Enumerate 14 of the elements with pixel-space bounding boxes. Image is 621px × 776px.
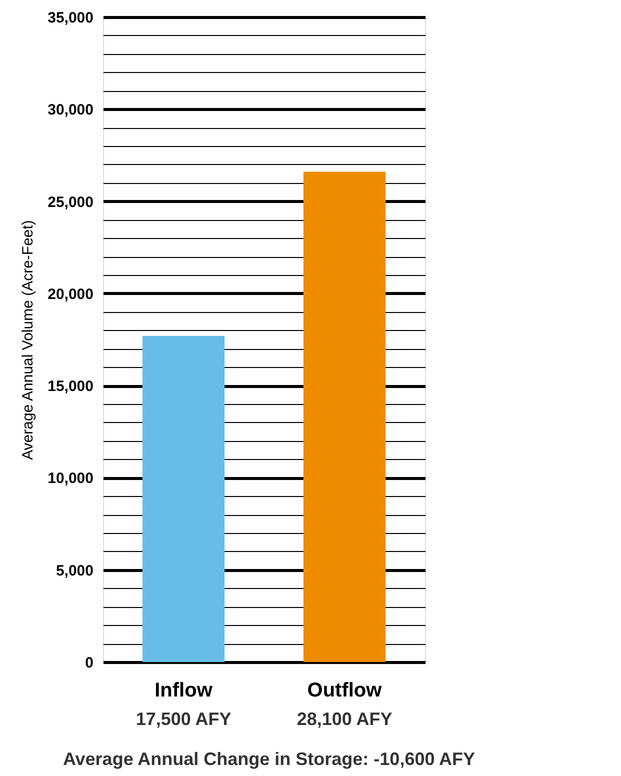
y-tick-label: 15,000 xyxy=(48,378,94,396)
x-tick-label: Inflow xyxy=(154,680,213,702)
y-tick-label: 5,000 xyxy=(56,562,94,580)
y-tick-label: 35,000 xyxy=(48,10,94,26)
text: 0 xyxy=(85,654,94,672)
text: 17,500 AFY xyxy=(136,709,232,729)
y-axis-title: Average Annual Volume (Acre-Feet) xyxy=(20,220,37,460)
y-tick-label: 10,000 xyxy=(48,470,94,488)
y-tick-label: 30,000 xyxy=(48,102,94,119)
text: Average Annual Change in Storage: -10,600 AFY xyxy=(62,749,476,769)
x-tick-label: Outflow xyxy=(307,680,382,702)
text: 28,100 AFY xyxy=(296,709,392,729)
y-tick-label: 25,000 xyxy=(48,194,94,211)
y-tick-label: 20,000 xyxy=(48,286,94,303)
